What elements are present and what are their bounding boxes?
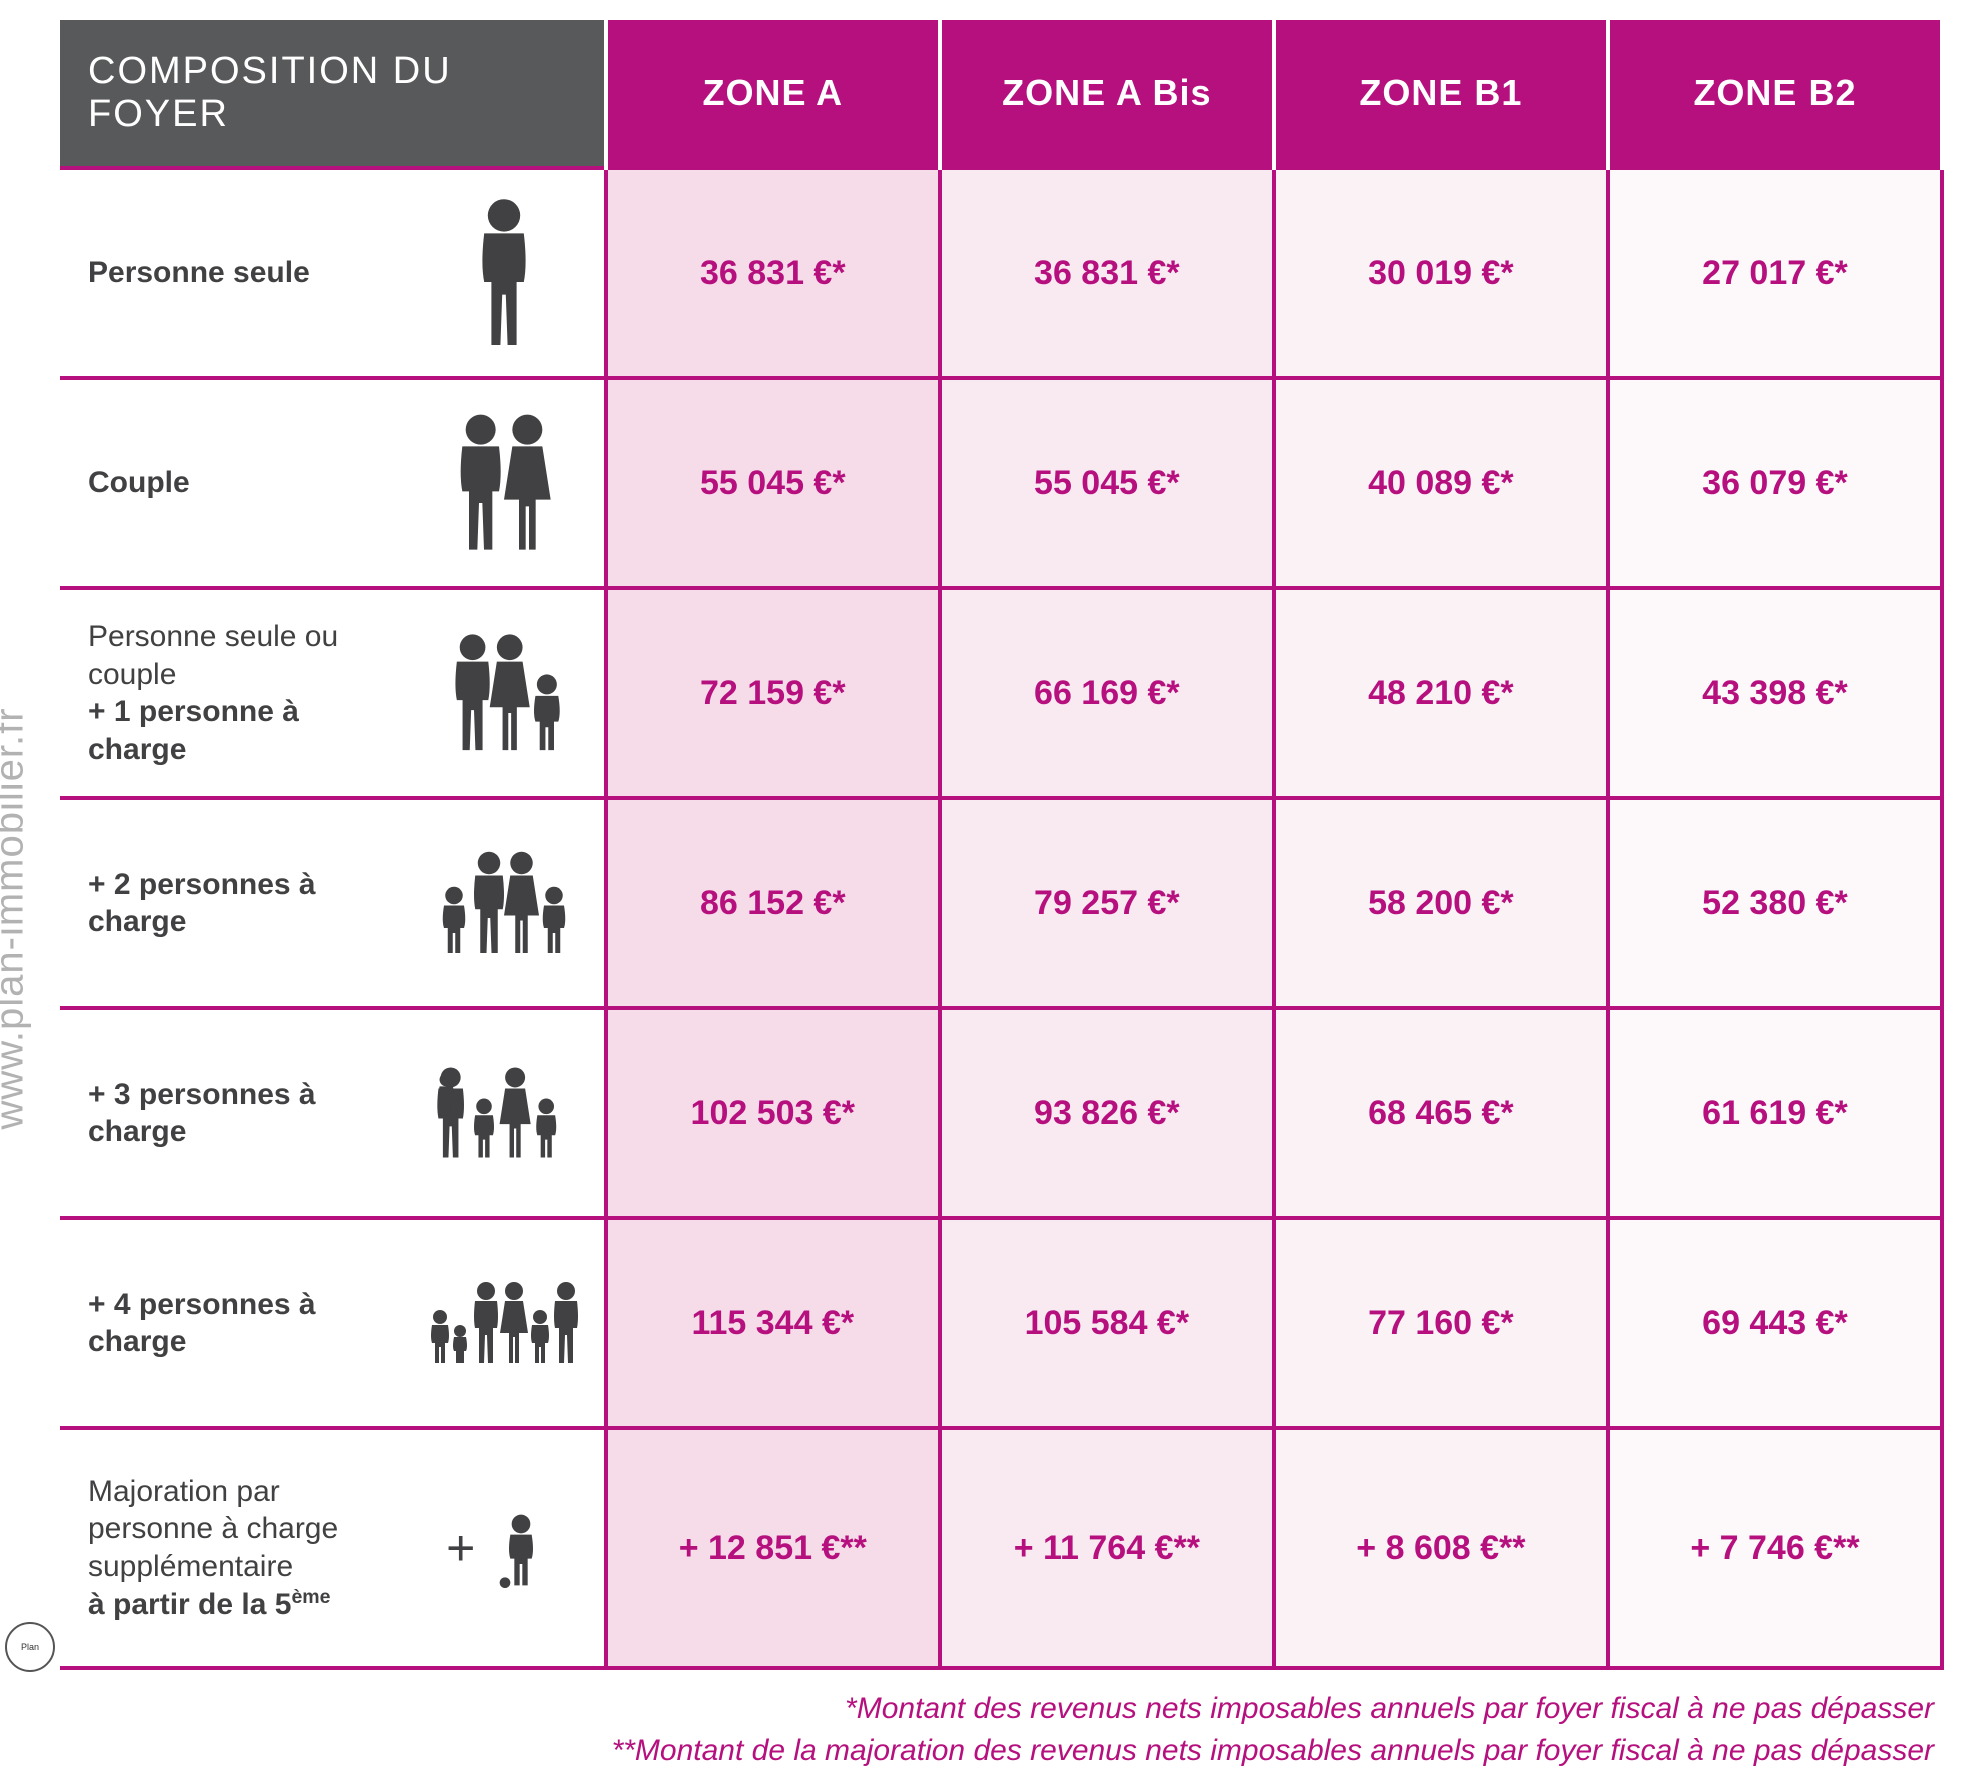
table-row: Couple 55 045 €* 55 045 €* 40 089 €* 36 … [60, 378, 1942, 588]
table-row: + 3 personnes à charge 102 503 €* 93 826… [60, 1008, 1942, 1218]
value-cell: + 11 764 €** [940, 1428, 1274, 1668]
value-cell: 43 398 €* [1608, 588, 1942, 798]
value-cell: 36 831 €* [606, 168, 940, 378]
value-cell: 48 210 €* [1274, 588, 1608, 798]
family-3child-icon [404, 1023, 604, 1203]
value-cell: 86 152 €* [606, 798, 940, 1008]
header-composition: COMPOSITION DU FOYER [60, 20, 606, 168]
value-cell: 77 160 €* [1274, 1218, 1608, 1428]
value-cell: 36 831 €* [940, 168, 1274, 378]
logo-badge: Plan [5, 1622, 55, 1672]
value-cell: 79 257 €* [940, 798, 1274, 1008]
footnote-2: **Montant de la majoration des revenus n… [60, 1730, 1934, 1772]
value-cell: 40 089 €* [1274, 378, 1608, 588]
row-label: Majoration par personne à charge supplém… [88, 1473, 394, 1624]
value-cell: 93 826 €* [940, 1008, 1274, 1218]
value-cell: 55 045 €* [606, 378, 940, 588]
value-cell: 30 019 €* [1274, 168, 1608, 378]
value-cell: 27 017 €* [1608, 168, 1942, 378]
table-row: Personne seule ou couple+ 1 personne à c… [60, 588, 1942, 798]
value-cell: 115 344 €* [606, 1218, 940, 1428]
value-cell: 69 443 €* [1608, 1218, 1942, 1428]
row-label: + 3 personnes à charge [88, 1076, 394, 1151]
row-label: Personne seule [88, 254, 394, 292]
value-cell: 105 584 €* [940, 1218, 1274, 1428]
single-person-icon [404, 183, 604, 363]
header-zone-b2: ZONE B2 [1608, 20, 1942, 168]
value-cell: 58 200 €* [1274, 798, 1608, 1008]
table-row: + 2 personnes à charge 86 152 €* 79 257 … [60, 798, 1942, 1008]
header-zone-abis: ZONE A Bis [940, 20, 1274, 168]
footnote-1: *Montant des revenus nets imposables ann… [60, 1688, 1934, 1730]
header-zone-a: ZONE A [606, 20, 940, 168]
income-limits-table: COMPOSITION DU FOYER ZONE A ZONE A Bis Z… [60, 20, 1944, 1670]
value-cell: + 12 851 €** [606, 1428, 940, 1668]
table-row: Majoration par personne à charge supplém… [60, 1428, 1942, 1668]
value-cell: 61 619 €* [1608, 1008, 1942, 1218]
row-label: + 4 personnes à charge [88, 1286, 394, 1361]
table-row: Personne seule 36 831 €* 36 831 €* 30 01… [60, 168, 1942, 378]
value-cell: 72 159 €* [606, 588, 940, 798]
family-1child-icon [404, 603, 604, 783]
family-4child-icon [404, 1233, 604, 1413]
family-2child-icon [404, 813, 604, 993]
row-label: Couple [88, 464, 394, 502]
value-cell: 55 045 €* [940, 378, 1274, 588]
extra-child-icon: + [404, 1458, 604, 1638]
footnotes: *Montant des revenus nets imposables ann… [60, 1688, 1944, 1772]
value-cell: 36 079 €* [1608, 378, 1942, 588]
row-label: Personne seule ou couple+ 1 personne à c… [88, 618, 394, 768]
watermark-url: www.plan-immobilier.fr [0, 707, 33, 1129]
couple-icon [404, 393, 604, 573]
value-cell: 68 465 €* [1274, 1008, 1608, 1218]
table-row: + 4 personnes à charge 115 344 €* [60, 1218, 1942, 1428]
value-cell: 66 169 €* [940, 588, 1274, 798]
header-zone-b1: ZONE B1 [1274, 20, 1608, 168]
value-cell: 52 380 €* [1608, 798, 1942, 1008]
value-cell: + 7 746 €** [1608, 1428, 1942, 1668]
row-label: + 2 personnes à charge [88, 866, 394, 941]
value-cell: 102 503 €* [606, 1008, 940, 1218]
value-cell: + 8 608 €** [1274, 1428, 1608, 1668]
